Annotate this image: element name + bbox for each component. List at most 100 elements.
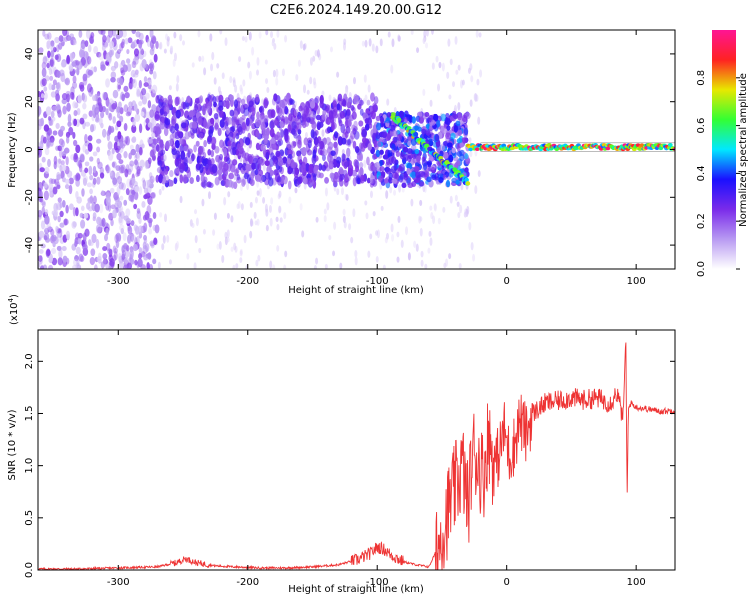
- spectrogram-cell: [148, 172, 153, 179]
- spectrogram-cell: [75, 178, 80, 187]
- spectrogram-cell: [187, 157, 193, 165]
- spectrogram-cell: [418, 116, 425, 124]
- spectrogram-cell: [414, 148, 420, 155]
- spectrogram-cell: [399, 151, 406, 160]
- spectrogram-cell: [208, 182, 214, 189]
- spectrogram-cell: [374, 161, 380, 168]
- spectrogram-cell: [247, 61, 251, 69]
- spectrogram-cell: [216, 243, 220, 250]
- spectrogram-cell: [46, 40, 52, 48]
- spectrogram-cell: [265, 151, 270, 161]
- spectrogram-cell: [370, 110, 376, 120]
- spectrogram-cell: [138, 247, 143, 254]
- spectrogram-cell: [232, 264, 236, 269]
- spectrogram-cell: [385, 190, 389, 199]
- spectrogram-cell: [442, 206, 446, 213]
- spectrogram-cell: [458, 262, 462, 269]
- spectrogram-cell: [366, 177, 371, 184]
- snr-y-ticks: 0.0 0.5 1.0 1.5 2.0: [24, 353, 675, 578]
- spectrogram-cell: [50, 50, 55, 58]
- spectrogram-cell: [168, 179, 174, 187]
- spectrogram-cell: [174, 242, 178, 252]
- x-tick-label: -100: [366, 577, 389, 588]
- spectrogram-cell: [379, 149, 384, 155]
- spectrogram-cell: [122, 264, 128, 269]
- spectrogram-cell: [43, 190, 49, 201]
- spectrogram-cell: [150, 191, 156, 199]
- y-tick-label: -20: [24, 189, 35, 205]
- spectrogram-cell: [479, 69, 483, 78]
- spectrogram-cell: [284, 34, 288, 43]
- spectrogram-cell: [416, 47, 420, 53]
- spectrogram-cell: [180, 150, 186, 161]
- spectrogram-cell: [218, 105, 224, 112]
- snr-series-line: [38, 342, 675, 570]
- spectrogram-cell: [111, 103, 117, 110]
- spectrogram-cell: [128, 189, 134, 199]
- spectrogram-cell: [270, 119, 276, 129]
- spectrogram-cell: [44, 208, 49, 216]
- spectrogram-cell: [249, 218, 253, 227]
- spectrogram-cell: [41, 206, 46, 216]
- spectrogram-cell: [134, 69, 139, 76]
- spectrogram-cell: [82, 113, 88, 120]
- spectrogram-cell: [456, 112, 463, 121]
- spectrogram-cell: [477, 170, 481, 178]
- spectrogram-cell: [359, 161, 364, 169]
- spectrogram-cell: [124, 168, 129, 178]
- spectrogram-cell: [49, 58, 54, 67]
- spectrogram-cell: [157, 261, 161, 269]
- spectrogram-cell: [91, 233, 97, 244]
- spectrogram-cell: [315, 257, 319, 265]
- spectrogram-cell: [287, 124, 292, 132]
- spectrogram-cell: [445, 179, 451, 188]
- spectrogram-cell: [353, 93, 358, 102]
- spectrogram-cell: [148, 63, 154, 70]
- spectrogram-cell: [146, 38, 151, 48]
- spectrogram-cell: [474, 185, 478, 195]
- spectrogram-cell: [40, 117, 45, 127]
- spectrogram-cell: [165, 33, 169, 41]
- spectrogram-cell: [397, 35, 401, 42]
- spectrogram-cell: [149, 48, 155, 56]
- spectrogram-cell: [92, 151, 98, 157]
- spectrogram-cell: [396, 134, 403, 141]
- spectrogram-cell: [138, 79, 142, 89]
- spectrogram-cell: [249, 178, 255, 187]
- spectrogram-cell: [309, 57, 313, 66]
- spectrogram-cell: [236, 143, 241, 151]
- spectrogram-cell: [430, 166, 436, 173]
- spectrogram-cell: [333, 111, 338, 119]
- spectrogram-cell: [125, 188, 130, 196]
- spectrogram-cell: [56, 70, 61, 78]
- spectrogram-cell: [438, 61, 442, 69]
- spectrogram-cell: [84, 40, 89, 48]
- spectrogram-cell: [280, 129, 285, 138]
- spectrogram-cell: [147, 122, 153, 128]
- spectrogram-cell: [253, 157, 259, 164]
- spectrogram-cell: [93, 264, 98, 269]
- spectrogram-cell: [212, 229, 216, 236]
- spectrogram-cell: [379, 166, 385, 172]
- spectrogram-cell: [68, 177, 74, 185]
- spectrogram-cell: [195, 217, 199, 227]
- spectrogram-cell: [329, 46, 333, 53]
- spectrogram-cell: [364, 118, 370, 125]
- spectrogram-line-edge: [480, 142, 675, 152]
- spectrogram-cell: [136, 86, 141, 95]
- spectrogram-cell: [413, 165, 420, 172]
- spectrogram-cell: [361, 136, 367, 144]
- spectrogram-cell: [105, 60, 110, 66]
- spectrogram-cell: [134, 159, 138, 166]
- spectrogram-cell: [316, 49, 320, 58]
- spectrogram-cell: [114, 234, 119, 244]
- spectrogram-cell: [293, 108, 299, 117]
- spectrogram-cell: [55, 93, 60, 102]
- spectrogram-cell: [112, 116, 116, 124]
- spectrogram-cell: [126, 48, 130, 55]
- spectrogram-cell: [145, 34, 149, 43]
- spectrogram-cell: [44, 147, 50, 156]
- spectrogram-cell: [342, 208, 346, 216]
- spectrogram-cell: [274, 118, 279, 126]
- spectrogram-cell: [198, 55, 202, 62]
